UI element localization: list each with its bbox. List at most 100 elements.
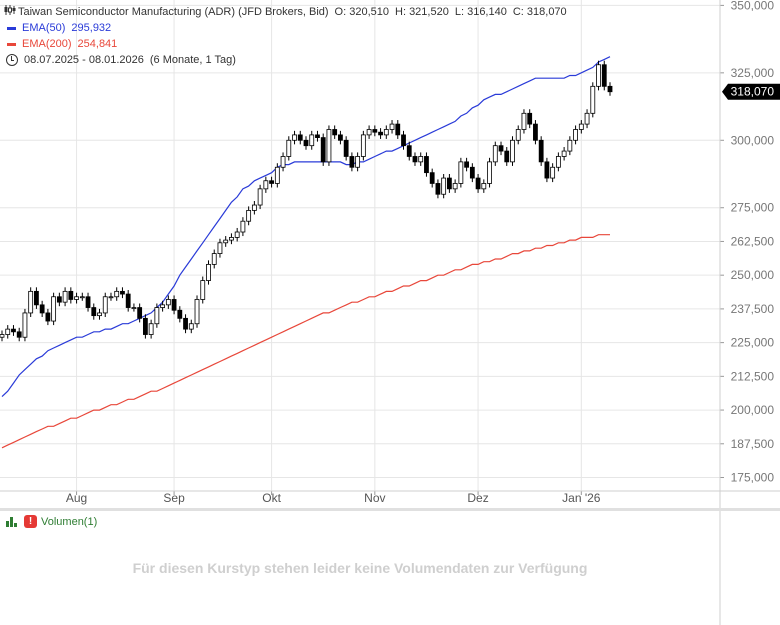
- candle-body: [286, 139, 292, 157]
- candle: [544, 157, 550, 183]
- ema50-line: [1, 56, 611, 398]
- candle-body: [183, 317, 188, 330]
- candle-body: [85, 296, 91, 308]
- candle: [91, 303, 97, 320]
- candle-body: [527, 112, 533, 125]
- candlestick-icon: [4, 4, 18, 21]
- candle: [125, 290, 131, 312]
- candle: [590, 82, 596, 118]
- candle: [366, 125, 372, 139]
- candle-body: [303, 139, 309, 147]
- candle-body: [188, 323, 194, 330]
- candle: [51, 292, 57, 326]
- candle-body: [246, 210, 252, 222]
- candle-body: [297, 134, 303, 141]
- candle: [469, 163, 475, 183]
- candle: [475, 174, 481, 193]
- candle-body: [338, 134, 343, 141]
- ema200-label: EMA(200): [22, 38, 72, 50]
- candle-body: [355, 156, 361, 168]
- candle-body: [45, 312, 51, 322]
- warning-icon[interactable]: !: [24, 515, 37, 528]
- y-tick-label: 325,000: [731, 66, 775, 80]
- candle-body: [487, 161, 492, 184]
- candle: [211, 249, 217, 269]
- candle-body: [102, 296, 108, 314]
- legend-ema50-row[interactable]: EMA(50) 295,932: [4, 20, 567, 36]
- candle: [62, 287, 68, 307]
- y-tick-label: 225,000: [731, 336, 775, 350]
- candle-body: [424, 156, 429, 174]
- candle: [383, 125, 389, 139]
- candle-body: [137, 307, 143, 319]
- candle-body: [269, 180, 274, 184]
- candle-body: [343, 139, 349, 157]
- candle: [165, 295, 171, 309]
- candle: [441, 174, 447, 199]
- candle-body: [510, 139, 515, 163]
- candle: [68, 287, 74, 304]
- candle: [34, 287, 39, 309]
- legend-ema200-row[interactable]: EMA(200) 254,841: [4, 36, 567, 52]
- candle-body: [544, 161, 550, 179]
- candle-body: [412, 156, 418, 163]
- candle: [521, 109, 527, 134]
- candle-body: [292, 134, 297, 141]
- candle-body: [74, 296, 79, 300]
- candle-body: [68, 290, 74, 300]
- volume-panel-header: ! Volumen(1): [6, 515, 97, 528]
- candle-body: [446, 177, 452, 190]
- candle-body: [458, 161, 464, 184]
- candle-body: [492, 145, 498, 163]
- candle-body: [125, 293, 131, 308]
- candle: [492, 141, 498, 166]
- high-value: 321,520: [409, 6, 449, 18]
- candle: [188, 319, 194, 334]
- candle-body: [154, 307, 160, 325]
- candle-body: [211, 253, 217, 265]
- candle-body: [263, 180, 269, 190]
- candle-body: [234, 231, 240, 238]
- candle: [309, 130, 315, 150]
- y-tick-label: 350,000: [731, 0, 775, 12]
- candle-body: [177, 309, 183, 319]
- candle: [584, 109, 590, 129]
- candle-body: [131, 307, 137, 309]
- candle: [85, 292, 91, 312]
- candle: [458, 157, 464, 188]
- candle: [206, 260, 211, 285]
- candle: [435, 179, 441, 199]
- candle-body: [366, 129, 372, 136]
- candle: [349, 152, 355, 172]
- candle: [607, 82, 613, 96]
- candle-body: [406, 145, 412, 157]
- candle: [538, 136, 544, 166]
- candle-body: [441, 177, 447, 195]
- y-tick-label: 187,500: [731, 437, 775, 451]
- candle: [142, 314, 148, 339]
- candle: [332, 125, 338, 139]
- candle-body: [165, 299, 171, 306]
- candle: [74, 292, 79, 304]
- candle-body: [0, 334, 5, 338]
- candle: [286, 136, 292, 161]
- candle-body: [504, 150, 510, 163]
- candle-body: [372, 129, 378, 133]
- y-tick-label: 250,000: [731, 268, 775, 282]
- volume-label[interactable]: Volumen(1): [41, 515, 98, 528]
- candle-body: [590, 85, 596, 114]
- candle-body: [148, 323, 154, 335]
- candle-body: [464, 161, 470, 168]
- candle: [360, 130, 366, 161]
- candle: [338, 130, 343, 145]
- candle: [481, 179, 487, 193]
- candle-body: [251, 204, 257, 211]
- candle: [154, 303, 160, 328]
- candle-body: [315, 134, 320, 138]
- candle-body: [435, 183, 441, 195]
- ema50-path: [1, 56, 611, 398]
- y-tick-label: 200,000: [731, 403, 775, 417]
- candle: [527, 109, 533, 129]
- candle-body: [360, 134, 366, 157]
